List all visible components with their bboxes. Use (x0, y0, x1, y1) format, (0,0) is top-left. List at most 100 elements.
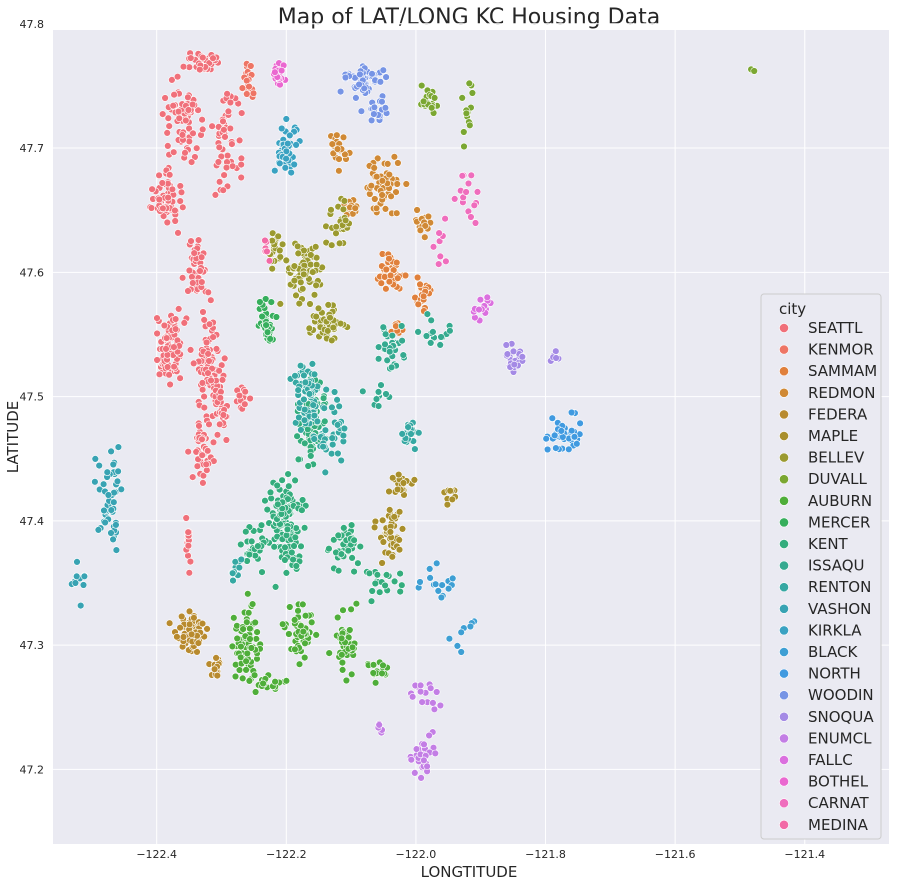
data-point (173, 633, 181, 641)
data-point (178, 131, 187, 139)
data-point (387, 192, 395, 201)
data-point (171, 325, 180, 333)
data-point (297, 278, 305, 286)
data-point (269, 229, 277, 237)
data-point (370, 110, 378, 118)
data-point (381, 104, 390, 112)
legend-label: KENT (808, 535, 849, 553)
data-point (370, 523, 379, 532)
data-point (204, 288, 213, 296)
data-point (548, 414, 556, 422)
data-point (340, 197, 349, 205)
data-point (292, 291, 300, 300)
data-point (542, 435, 550, 443)
data-point (292, 141, 300, 149)
series-medina (261, 236, 274, 265)
data-point (165, 371, 173, 379)
data-point (182, 514, 190, 522)
data-point (310, 411, 319, 420)
series-issaqu (359, 310, 454, 410)
data-point (291, 476, 299, 485)
data-point (212, 345, 221, 353)
data-point (334, 566, 343, 575)
legend-label: BLACK (808, 643, 858, 661)
data-point (312, 261, 321, 269)
data-point (91, 455, 100, 463)
legend-marker (779, 517, 789, 528)
data-point (414, 300, 422, 308)
data-point (552, 354, 560, 362)
data-point (175, 114, 183, 123)
data-point (204, 369, 212, 377)
data-point (246, 624, 254, 633)
legend-marker (779, 798, 789, 809)
data-point (222, 436, 231, 444)
data-point (233, 634, 241, 643)
data-point (242, 666, 250, 674)
data-point (376, 78, 385, 86)
data-point (207, 376, 215, 385)
data-point (442, 257, 450, 265)
data-point (107, 529, 115, 537)
legend-title: city (779, 300, 806, 318)
legend-item: CARNAT (779, 794, 869, 812)
legend-marker (779, 366, 789, 377)
data-point (441, 215, 449, 223)
legend-item: ISSAQU (779, 557, 865, 575)
data-point (292, 562, 300, 570)
data-point (421, 233, 429, 241)
data-point (246, 394, 254, 403)
data-point (313, 417, 322, 426)
data-point (378, 177, 387, 185)
data-point (324, 327, 332, 335)
data-point (376, 588, 384, 596)
series-kenmor (238, 60, 258, 101)
data-point (187, 237, 195, 245)
data-point (359, 387, 367, 395)
data-point (333, 396, 341, 404)
data-point (199, 479, 207, 487)
data-point (370, 103, 379, 112)
data-point (468, 89, 477, 97)
data-point (396, 569, 404, 578)
data-point (366, 190, 374, 198)
data-point (91, 478, 99, 486)
data-point (381, 340, 389, 348)
data-point (310, 370, 319, 378)
data-point (398, 581, 406, 589)
data-point (163, 334, 171, 342)
data-point (184, 541, 193, 550)
data-point (411, 769, 419, 777)
data-point (237, 653, 245, 661)
data-point (339, 606, 347, 614)
data-point (287, 168, 295, 177)
data-point (414, 328, 422, 336)
data-point (374, 154, 382, 163)
data-point (181, 149, 189, 157)
data-point (393, 258, 401, 267)
data-point (284, 495, 292, 503)
data-point (237, 154, 246, 163)
data-point (153, 329, 161, 338)
data-point (430, 705, 439, 713)
data-point (241, 400, 249, 408)
data-point (282, 155, 290, 163)
data-point (198, 619, 207, 628)
data-point (476, 296, 485, 304)
data-point (314, 304, 323, 312)
legend-marker (779, 668, 789, 679)
data-point (245, 677, 254, 685)
data-point (218, 376, 227, 384)
data-point (395, 508, 404, 516)
data-point (265, 257, 274, 265)
data-point (271, 677, 279, 686)
data-point (199, 472, 208, 480)
data-point (385, 487, 393, 496)
data-point (301, 611, 310, 620)
data-point (309, 268, 317, 276)
data-point (245, 82, 253, 91)
data-point (281, 556, 289, 564)
data-point (107, 506, 116, 514)
data-point (338, 666, 347, 674)
data-point (382, 73, 390, 81)
